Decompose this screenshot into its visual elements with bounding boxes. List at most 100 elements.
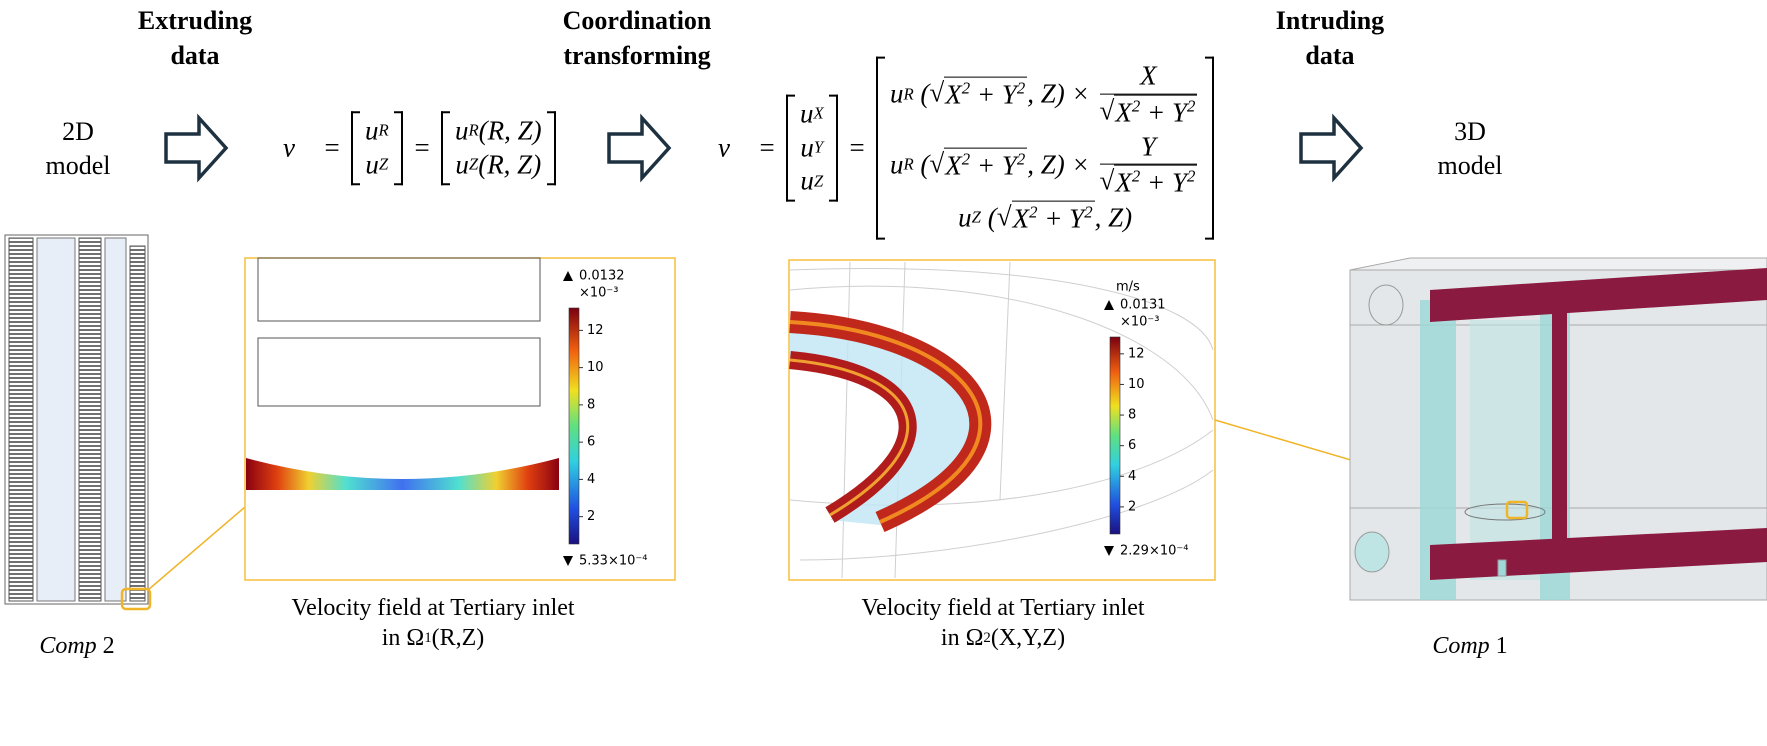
square-root: √X2 + Y2 bbox=[929, 77, 1027, 113]
radicand: X2 + Y2 bbox=[1012, 201, 1095, 237]
math-text: in Ω bbox=[382, 623, 425, 653]
matrix-row: uR(R, Z) bbox=[455, 114, 542, 148]
caption-line: Velocity field at Tertiary inlet bbox=[861, 593, 1144, 623]
square-root: √X2 + Y2 bbox=[997, 201, 1095, 237]
math-text: ( bbox=[981, 202, 997, 236]
colorbar-min: 5.33×10⁻⁴ bbox=[579, 554, 647, 569]
colorbar-max: 0.0131 bbox=[1120, 298, 1166, 313]
radical-sign: √ bbox=[929, 77, 944, 111]
model-label-line: 2D bbox=[46, 115, 111, 149]
colorbar-tick-label: 12 bbox=[1128, 346, 1145, 361]
math-text: + bbox=[970, 151, 1002, 181]
model-3d bbox=[1350, 258, 1767, 600]
colorbar bbox=[1110, 337, 1120, 534]
colorbar-tick-label: 4 bbox=[1128, 469, 1136, 484]
math-text: Y bbox=[1141, 130, 1156, 164]
radicand: X2 + Y2 bbox=[1114, 165, 1197, 201]
math-text: + bbox=[1037, 204, 1069, 234]
math-text: Y bbox=[1172, 168, 1187, 198]
subscript: Z bbox=[469, 154, 478, 175]
math-text: X bbox=[945, 151, 962, 181]
math-text: (R, Z) bbox=[479, 114, 542, 148]
math-text: X bbox=[1140, 60, 1157, 94]
math-text: u bbox=[455, 114, 469, 148]
model-label: 2Dmodel bbox=[46, 115, 111, 183]
colorbar-tick-label: 6 bbox=[1128, 438, 1136, 453]
superscript: 2 bbox=[1187, 167, 1195, 186]
colorbar-min: 2.29×10⁻⁴ bbox=[1120, 544, 1188, 559]
colorbar-max: 0.0132 bbox=[579, 269, 625, 284]
step-title-line: Extruding bbox=[138, 3, 252, 38]
vector-row: uZ bbox=[365, 148, 389, 182]
figure: 121086420.0132×10⁻³5.33×10⁻⁴12108642m/s0… bbox=[0, 0, 1767, 746]
component-name: Comp bbox=[1432, 633, 1489, 659]
math-text: in Ω bbox=[941, 623, 984, 653]
math-text: u bbox=[890, 78, 904, 112]
math-text: X bbox=[1115, 168, 1132, 198]
math-text: + bbox=[1140, 97, 1172, 127]
colorbar-tick-label: 10 bbox=[587, 360, 604, 375]
matrix: uR (√X2 + Y2, Z) × X√X2 + Y2uR (√X2 + Y2… bbox=[876, 57, 1214, 240]
square-root: √X2 + Y2 bbox=[929, 148, 1027, 184]
panel-frame bbox=[245, 258, 675, 580]
math-text: , Z) × bbox=[1027, 78, 1096, 112]
math-text: Y bbox=[1002, 80, 1017, 110]
math-text: + bbox=[970, 80, 1002, 110]
step-title-line: Coordination bbox=[563, 3, 712, 38]
colorbar-tick-label: 6 bbox=[587, 435, 595, 450]
step-title: Extrudingdata bbox=[138, 3, 252, 73]
math-text: X bbox=[1115, 97, 1132, 127]
math-text: Y bbox=[1002, 151, 1017, 181]
superscript: 2 bbox=[962, 79, 970, 98]
subscript: R bbox=[468, 121, 478, 142]
step-title-line: Intruding bbox=[1276, 3, 1384, 38]
math-text: , Z) bbox=[1095, 202, 1133, 236]
math-text: ( bbox=[914, 78, 930, 112]
component-number: 1 bbox=[1496, 633, 1508, 659]
math-text: Velocity field at Tertiary inlet bbox=[291, 593, 574, 623]
cross-section-2d bbox=[5, 235, 148, 604]
arrow bbox=[609, 118, 669, 178]
component-number: 2 bbox=[103, 633, 115, 659]
subscript: R bbox=[903, 84, 913, 105]
colorbar bbox=[569, 308, 579, 544]
radical-sign: √ bbox=[1100, 165, 1115, 199]
matrix: uR(R, Z)uZ(R, Z) bbox=[441, 111, 556, 185]
matrix-row: uZ(R, Z) bbox=[455, 148, 542, 182]
vector-row: uY bbox=[800, 131, 824, 165]
subscript: Z bbox=[972, 208, 981, 229]
equation-lhs: v⃗ = bbox=[718, 133, 776, 164]
vector: uRuZ bbox=[351, 111, 403, 185]
numerator: X bbox=[1100, 60, 1198, 95]
superscript: 2 bbox=[962, 150, 970, 169]
subscript: Z bbox=[814, 171, 823, 192]
math-text: (R,Z) bbox=[432, 623, 485, 653]
step-title-line: data bbox=[138, 38, 252, 73]
fraction: Y√X2 + Y2 bbox=[1100, 130, 1198, 201]
colorbar-tick-label: 4 bbox=[587, 472, 595, 487]
subscript: Z bbox=[379, 154, 388, 175]
radicand: X2 + Y2 bbox=[944, 77, 1027, 113]
arrow bbox=[1301, 118, 1361, 178]
math-text: u bbox=[800, 97, 814, 131]
subscript: 1 bbox=[424, 629, 431, 648]
numerator: Y bbox=[1100, 130, 1198, 165]
math-text: Y bbox=[1069, 204, 1084, 234]
subscript: X bbox=[813, 104, 823, 125]
colorbar-tick-label: 10 bbox=[1128, 377, 1145, 392]
superscript: 2 bbox=[1187, 96, 1195, 115]
zoom-line bbox=[148, 507, 245, 590]
subscript: 2 bbox=[983, 629, 990, 648]
radicand: X2 + Y2 bbox=[1114, 94, 1197, 130]
fraction: X√X2 + Y2 bbox=[1100, 60, 1198, 131]
radical-sign: √ bbox=[997, 201, 1012, 235]
